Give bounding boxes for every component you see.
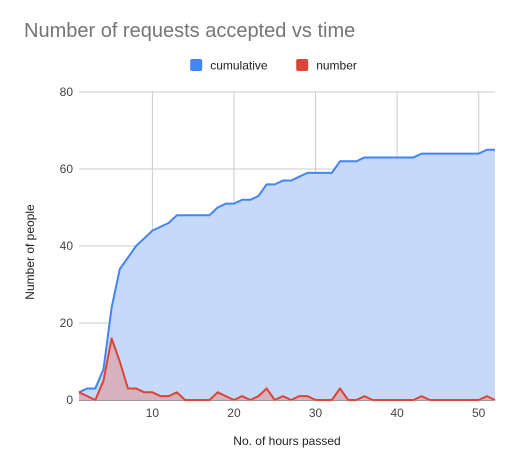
area-layer xyxy=(79,149,495,400)
series-line-cumulative xyxy=(78,148,495,394)
y-axis-title: Number of people xyxy=(23,204,37,300)
series-line-number xyxy=(78,337,496,401)
legend-label-cumulative: cumulative xyxy=(210,59,268,73)
line-layer xyxy=(78,148,496,401)
legend-label-number: number xyxy=(316,59,357,73)
y-tick-label: 20 xyxy=(60,316,74,330)
series-area-number xyxy=(79,338,495,400)
y-tick-label: 60 xyxy=(60,162,74,176)
x-tick-label: 30 xyxy=(309,406,323,420)
x-tick-label: 40 xyxy=(390,406,404,420)
legend-swatch-cumulative xyxy=(190,59,203,71)
chart-title: Number of requests accepted vs time xyxy=(24,20,356,42)
legend: cumulative number xyxy=(190,59,357,73)
x-axis-title: No. of hours passed xyxy=(233,434,340,448)
x-tick-label: 20 xyxy=(227,406,241,420)
axis-layer: 0 20 40 60 80 10 20 30 40 50 xyxy=(60,85,486,420)
y-tick-label: 40 xyxy=(60,239,74,253)
y-tick-label: 0 xyxy=(66,393,73,407)
x-tick-label: 10 xyxy=(146,406,160,420)
y-tick-label: 80 xyxy=(60,85,74,99)
series-area-cumulative xyxy=(79,149,495,400)
x-tick-label: 50 xyxy=(472,406,486,420)
legend-swatch-number xyxy=(296,59,309,71)
